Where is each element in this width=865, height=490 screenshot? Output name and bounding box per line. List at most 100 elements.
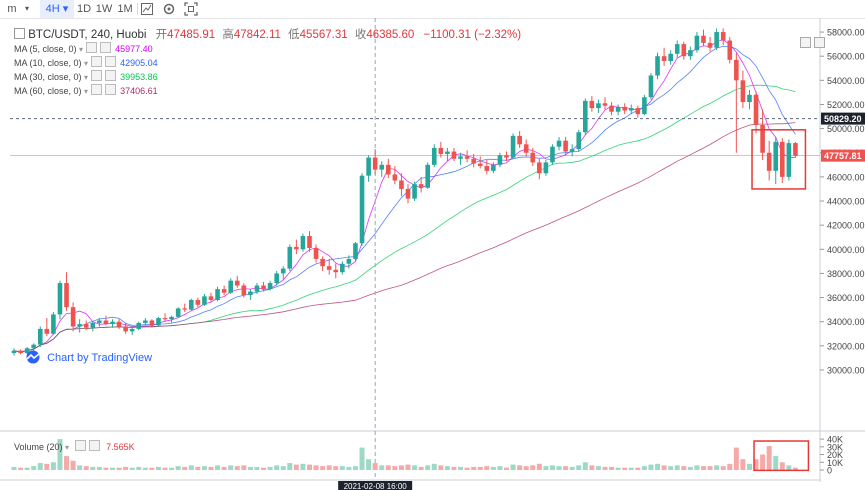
volume-bar [359, 447, 365, 470]
price-tick-label: 32000.00 [827, 341, 865, 351]
volume-bar [655, 463, 661, 470]
volume-bar [320, 466, 326, 470]
volume-bar [129, 467, 135, 470]
close-icon[interactable] [100, 42, 112, 53]
ma-10-line [13, 45, 796, 353]
volume-tick-label: 30K [827, 442, 843, 452]
candle-body [116, 321, 122, 327]
indicator-value: 39953.86 [120, 72, 158, 82]
volume-bar [641, 466, 647, 470]
candle-body [464, 156, 470, 159]
interval-minutes-button[interactable]: m [7, 3, 17, 15]
chevron-down-icon[interactable]: ▾ [65, 443, 70, 452]
candle-body [143, 320, 148, 323]
candle-body [681, 44, 687, 57]
candle-body [353, 243, 358, 259]
ma-5-line [13, 39, 796, 353]
chevron-down-icon[interactable]: ▾ [84, 87, 89, 96]
low-value: 45567.31 [299, 29, 348, 41]
fullscreen-icon[interactable] [184, 2, 198, 16]
chevron-down-icon[interactable]: ▾ [24, 4, 29, 13]
interval-4h-button[interactable]: 4H ▾ [40, 0, 74, 18]
volume-bar [31, 466, 37, 470]
settings-icon[interactable] [162, 2, 176, 16]
volume-bar [83, 466, 89, 470]
volume-bar [57, 439, 63, 470]
tradingview-watermark[interactable]: Chart by TradingView [22, 350, 152, 364]
candle-body [202, 296, 207, 305]
pane-collapse-icon[interactable] [800, 37, 811, 48]
candle-body [162, 318, 168, 320]
chevron-down-icon[interactable]: ▾ [84, 73, 89, 82]
volume-bar [753, 459, 759, 470]
volume-bar [274, 465, 280, 470]
candle-body [149, 320, 155, 326]
indicator-row: MA (60, close, 0) ▾ 37406.61 [14, 84, 158, 98]
settings-icon[interactable] [74, 440, 86, 451]
ma-30-line [13, 84, 796, 353]
volume-bar [326, 465, 332, 470]
volume-bar [313, 465, 319, 470]
volume-bar [477, 466, 483, 470]
interval-1d-button[interactable]: 1D [76, 3, 92, 15]
candle-body [694, 35, 700, 51]
interval-1w-button[interactable]: 1W [95, 3, 113, 15]
settings-icon[interactable] [91, 84, 103, 95]
candle-body [556, 140, 562, 147]
volume-bar [740, 459, 746, 470]
interval-1m-button[interactable]: 1M [117, 3, 133, 15]
candle-body [103, 320, 109, 325]
candle-body [386, 164, 391, 175]
volume-tick-label: 0 [827, 466, 832, 476]
candle-body [780, 141, 785, 177]
candle-body [655, 56, 660, 76]
price-tick-label: 50000.00 [827, 124, 865, 134]
indicator-value: 37406.61 [120, 86, 158, 96]
candle-body [576, 132, 582, 150]
settings-icon[interactable] [86, 42, 98, 53]
volume-label: Volume (20) [14, 442, 63, 452]
chart-style-icon[interactable] [140, 2, 154, 16]
volume-bar [792, 467, 798, 470]
volume-bar [346, 466, 352, 470]
indicator-label: MA (10, close, 0) [14, 58, 82, 68]
close-icon[interactable] [105, 70, 117, 81]
close-icon[interactable] [88, 440, 100, 451]
pane-maximize-icon[interactable] [814, 37, 825, 48]
close-icon[interactable] [105, 56, 117, 67]
candle-body [688, 50, 693, 57]
volume-bar [372, 463, 378, 470]
volume-bar [116, 467, 122, 470]
candle-body [543, 162, 549, 174]
volume-bar [162, 467, 168, 470]
candle-body [727, 40, 733, 60]
candle-body [77, 324, 82, 327]
settings-icon[interactable] [91, 70, 103, 81]
volume-bar [543, 466, 549, 470]
volume-bar [405, 464, 411, 470]
volume-bar [398, 465, 404, 470]
volume-bar [536, 463, 542, 470]
chevron-down-icon[interactable]: ▾ [79, 45, 84, 54]
price-tick-label: 38000.00 [827, 269, 865, 279]
volume-bar [523, 466, 529, 470]
candle-body [280, 268, 286, 274]
close-icon[interactable] [105, 84, 117, 95]
volume-bar [195, 466, 201, 470]
candle-body [523, 144, 529, 153]
volume-bar [280, 466, 286, 470]
last-price-label-bg [821, 149, 865, 162]
volume-bar [438, 465, 444, 470]
crosshair-price-label: 50829.20 [824, 114, 862, 124]
chevron-down-icon[interactable]: ▾ [84, 59, 89, 68]
candle-body [615, 106, 621, 112]
volume-bar [694, 465, 700, 470]
volume-bar [96, 466, 102, 470]
indicator-row: MA (5, close, 0) ▾ 45977.40 [14, 42, 153, 56]
collapse-icon[interactable] [14, 28, 25, 39]
candle-body [530, 152, 536, 163]
candle-body [248, 291, 253, 296]
top-toolbar: m ▾ 4H ▾ 1D 1W 1M [0, 0, 865, 19]
settings-icon[interactable] [91, 56, 103, 67]
